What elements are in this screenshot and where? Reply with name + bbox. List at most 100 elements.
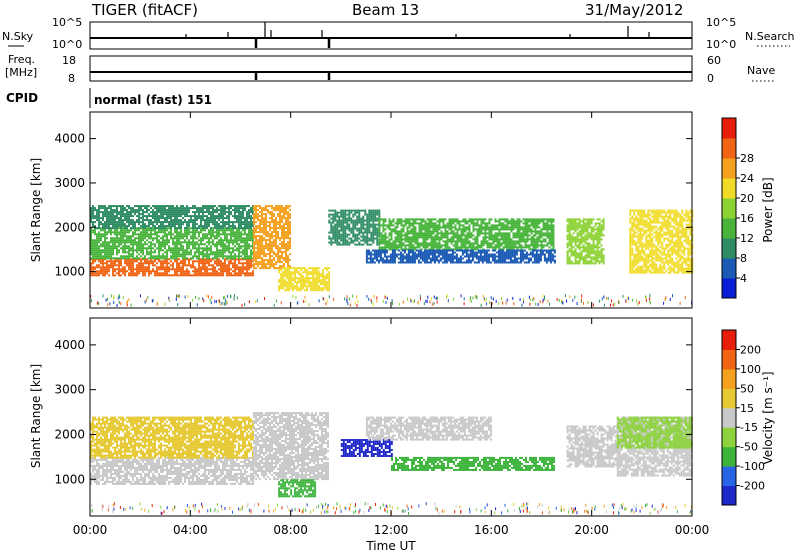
data-cell	[98, 239, 100, 242]
data-cell	[421, 253, 424, 256]
data-cell	[128, 219, 130, 222]
data-cell	[432, 248, 435, 251]
data-cell	[476, 220, 479, 223]
data-cell	[212, 235, 214, 238]
data-cell	[482, 220, 485, 223]
data-cell	[482, 236, 485, 239]
data-cell	[204, 249, 206, 252]
data-cell	[279, 217, 281, 220]
data-cell	[265, 215, 267, 218]
data-cell	[294, 273, 297, 276]
data-cell	[170, 229, 172, 232]
data-cell	[222, 251, 224, 254]
data-cell	[348, 237, 351, 240]
data-cell	[540, 248, 543, 251]
data-cell	[180, 245, 182, 248]
data-cell	[269, 241, 271, 244]
data-cell	[536, 232, 539, 235]
data-cell	[417, 255, 420, 258]
data-cell	[102, 264, 104, 267]
data-cell	[493, 259, 496, 262]
data-cell	[443, 249, 446, 252]
data-cell	[98, 227, 100, 230]
data-cell	[484, 240, 487, 243]
data-cell	[492, 240, 495, 243]
data-cell	[362, 243, 365, 246]
data-cell	[448, 222, 451, 225]
data-cell	[328, 267, 331, 270]
data-cell	[498, 248, 501, 251]
data-cell	[255, 257, 257, 260]
data-cell	[528, 230, 531, 233]
data-cell	[534, 230, 537, 233]
data-cell	[116, 233, 118, 236]
data-cell	[220, 270, 222, 273]
data-cell	[242, 241, 244, 244]
data-cell	[106, 215, 108, 218]
data-cell	[348, 217, 351, 220]
data-cell	[224, 251, 226, 254]
data-cell	[110, 251, 112, 254]
data-cell	[420, 230, 423, 233]
data-cell	[126, 270, 128, 273]
data-cell	[220, 209, 222, 212]
data-cell	[174, 207, 176, 210]
data-cell	[180, 237, 182, 240]
data-cell	[544, 224, 547, 227]
data-cell	[144, 257, 146, 260]
data-cell	[508, 240, 511, 243]
data-cell	[120, 235, 122, 238]
data-cell	[144, 215, 146, 218]
data-cell	[404, 240, 407, 243]
data-cell	[287, 243, 289, 246]
data-cell	[214, 209, 216, 212]
data-cell	[308, 271, 311, 274]
data-cell	[287, 235, 289, 238]
data-cell	[116, 260, 118, 263]
data-cell	[246, 260, 248, 263]
data-cell	[259, 211, 261, 214]
data-cell	[429, 259, 432, 262]
data-cell	[389, 261, 392, 264]
data-cell	[371, 257, 374, 260]
data-cell	[516, 242, 519, 245]
data-cell	[326, 273, 329, 276]
data-cell	[468, 234, 471, 237]
data-cell	[228, 207, 230, 210]
data-cell	[275, 255, 277, 258]
data-cell	[108, 274, 110, 277]
data-cell	[415, 257, 418, 260]
data-cell	[265, 231, 267, 234]
data-cell	[370, 213, 373, 216]
data-cell	[310, 281, 313, 284]
data-cell	[214, 257, 216, 260]
data-cell	[128, 268, 130, 271]
data-cell	[382, 234, 385, 237]
data-cell	[116, 215, 118, 218]
data-cell	[383, 249, 386, 252]
data-cell	[380, 234, 383, 237]
data-cell	[150, 219, 152, 222]
data-cell	[146, 262, 148, 265]
data-cell	[467, 259, 470, 262]
data-cell	[128, 253, 130, 256]
data-cell	[526, 236, 529, 239]
data-cell	[497, 261, 500, 264]
data-cell	[434, 224, 437, 227]
data-cell	[176, 209, 178, 212]
data-cell	[444, 244, 447, 247]
data-cell	[267, 261, 269, 264]
data-cell	[212, 257, 214, 260]
data-cell	[90, 249, 92, 252]
data-cell	[263, 249, 265, 252]
data-cell	[368, 217, 371, 220]
data-cell	[324, 283, 327, 286]
data-cell	[150, 255, 152, 258]
data-cell	[108, 253, 110, 256]
data-cell	[352, 215, 355, 218]
data-cell	[144, 235, 146, 238]
data-cell	[186, 270, 188, 273]
data-cell	[116, 235, 118, 238]
data-cell	[240, 215, 242, 218]
data-cell	[261, 257, 263, 260]
